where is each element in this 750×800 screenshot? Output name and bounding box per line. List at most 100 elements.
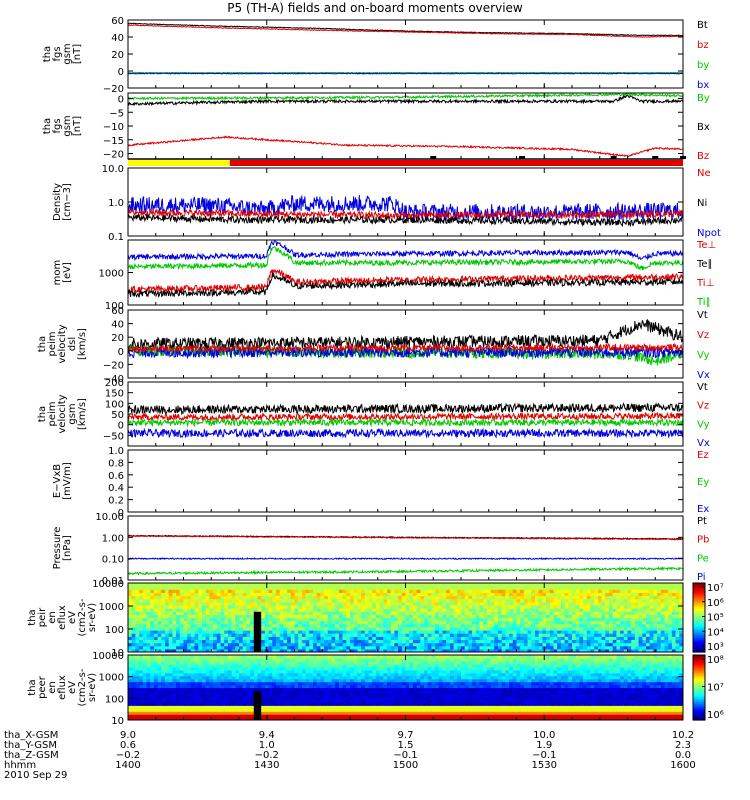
heat-cell — [412, 626, 418, 631]
heat-cell — [279, 598, 284, 603]
heat-cell — [657, 630, 662, 634]
heat-cell — [139, 684, 144, 689]
heat-cell — [461, 642, 466, 647]
heat-cell — [305, 636, 310, 640]
heat-cell — [135, 608, 140, 612]
heat-cell — [405, 617, 410, 622]
heat-cell — [142, 608, 148, 612]
heat-cell — [261, 655, 266, 659]
heat-cell — [253, 696, 259, 700]
colorbar-cell — [693, 600, 705, 603]
heat-cell — [338, 663, 344, 668]
heat-cell — [546, 605, 551, 609]
heat-cell — [590, 598, 595, 603]
heat-cell — [146, 583, 151, 587]
heat-cell — [161, 586, 166, 590]
heat-cell — [501, 586, 506, 590]
heat-cell — [202, 611, 207, 615]
heat-cell — [597, 626, 603, 631]
heat-cell — [631, 592, 636, 597]
heat-cell — [294, 675, 299, 680]
heat-cell — [387, 595, 392, 600]
heat-cell — [261, 702, 266, 706]
heat-cell — [190, 642, 196, 647]
heat-cell — [538, 611, 543, 615]
heat-cell — [290, 633, 296, 637]
heat-cell — [649, 617, 654, 622]
heat-cell — [401, 611, 407, 615]
heat-cell — [216, 633, 222, 637]
heat-cell — [150, 658, 155, 662]
heat-cell — [668, 636, 673, 640]
heat-cell — [657, 589, 662, 593]
heat-cell — [209, 675, 214, 680]
heat-cell — [627, 642, 632, 647]
heat-cell — [313, 648, 318, 652]
heat-cell — [128, 623, 133, 628]
heat-cell — [657, 633, 662, 637]
heat-cell — [205, 608, 210, 612]
heat-cell — [350, 633, 355, 637]
heat-cell — [183, 690, 188, 695]
heat-cell — [424, 636, 429, 640]
heat-cell — [634, 614, 640, 619]
heat-cell — [361, 626, 366, 631]
heat-cell — [235, 666, 240, 671]
heat-cell — [142, 717, 148, 720]
heat-cell — [657, 645, 662, 650]
heat-cell — [671, 608, 677, 612]
heat-cell — [213, 620, 218, 625]
heat-cell — [353, 687, 358, 692]
heat-cell — [357, 592, 362, 597]
heat-cell — [272, 605, 277, 609]
heat-cell — [642, 595, 647, 600]
heat-cell — [520, 611, 525, 615]
heat-cell — [361, 630, 366, 634]
heat-cell — [309, 708, 314, 712]
heat-cell — [239, 705, 244, 709]
heat-cell — [350, 608, 355, 612]
heat-cell — [209, 623, 214, 628]
heat-cell — [657, 595, 662, 600]
heat-cell — [194, 655, 199, 659]
heat-cell — [653, 598, 658, 603]
heat-cell — [190, 633, 196, 637]
heat-cell — [320, 687, 325, 692]
heat-cell — [209, 666, 214, 671]
heat-cell — [246, 663, 251, 668]
heat-cell — [398, 626, 403, 631]
heat-cell — [153, 684, 159, 689]
heat-cell — [535, 642, 540, 647]
heat-cell — [679, 620, 683, 625]
heat-cell — [350, 636, 355, 640]
heat-cell — [327, 681, 333, 686]
ytick-label: 0.01 — [102, 576, 124, 587]
heat-cell — [242, 660, 247, 665]
heat-cell — [634, 605, 640, 609]
heat-cell — [353, 705, 358, 709]
heat-cell — [623, 592, 629, 597]
ytick-label: 10.0 — [102, 164, 124, 175]
heat-cell — [394, 583, 399, 587]
heat-cell — [671, 645, 677, 650]
heat-cell — [153, 672, 159, 677]
heat-cell — [335, 658, 340, 662]
heat-cell — [283, 639, 288, 644]
heat-cell — [165, 705, 170, 709]
heat-cell — [331, 601, 336, 606]
heat-cell — [568, 626, 573, 631]
heat-cell — [642, 583, 647, 587]
heat-cell — [276, 655, 281, 659]
heat-cell — [165, 663, 170, 668]
heat-cell — [616, 617, 621, 622]
heat-cell — [257, 648, 262, 652]
heat-cell — [605, 608, 610, 612]
heat-cell — [583, 636, 588, 640]
heat-cell — [475, 642, 481, 647]
heat-cell — [250, 645, 255, 650]
heat-cell — [287, 633, 292, 637]
heat-cell — [616, 648, 621, 652]
heat-cell — [194, 675, 199, 680]
heat-cell — [549, 608, 555, 612]
heat-cell — [331, 693, 336, 697]
